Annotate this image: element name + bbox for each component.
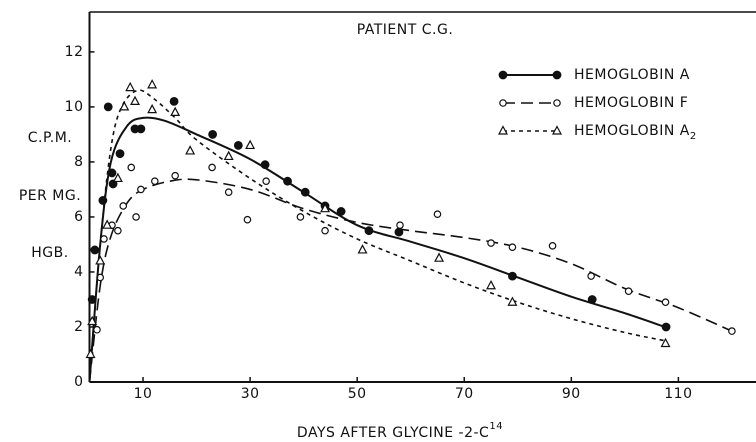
marker — [661, 298, 670, 307]
marker — [224, 188, 233, 196]
x-axis-label-main: DAYS AFTER GLYCINE -2-C — [297, 425, 489, 441]
marker — [169, 97, 179, 106]
marker — [508, 243, 517, 252]
marker — [127, 163, 136, 172]
marker — [624, 287, 633, 296]
marker — [112, 172, 123, 183]
legend-label-sub: 2 — [690, 131, 697, 142]
marker — [296, 213, 305, 221]
marker — [507, 296, 518, 306]
marker — [728, 327, 736, 335]
y-axis-label: HGB. — [31, 245, 68, 261]
x-tick-label: 50 — [348, 386, 367, 402]
marker — [433, 210, 442, 218]
marker — [498, 125, 508, 135]
y-tick-label: 0 — [74, 374, 83, 390]
marker — [321, 226, 329, 235]
legend-label: HEMOGLOBIN F — [574, 95, 688, 111]
marker — [260, 160, 270, 170]
y-tick-label: 10 — [65, 99, 84, 115]
marker — [283, 176, 292, 186]
marker — [147, 79, 158, 89]
legend-label: HEMOGLOBIN A — [574, 67, 690, 83]
marker — [85, 348, 96, 359]
marker — [125, 81, 136, 92]
marker — [108, 179, 118, 189]
marker — [396, 221, 404, 229]
marker — [320, 202, 331, 213]
marker — [114, 226, 122, 235]
marker — [171, 171, 179, 180]
marker — [185, 145, 196, 155]
marker — [119, 101, 130, 111]
marker — [208, 163, 216, 172]
marker — [223, 150, 234, 161]
marker — [90, 245, 100, 255]
x-axis-label-sup: 14 — [489, 421, 503, 432]
marker — [587, 295, 597, 304]
marker — [552, 70, 562, 80]
marker — [132, 213, 140, 221]
x-tick-label: 70 — [455, 386, 474, 402]
marker — [119, 202, 128, 210]
marker — [499, 99, 507, 107]
marker — [245, 139, 256, 150]
marker — [130, 95, 141, 106]
y-tick-label: 4 — [74, 264, 83, 280]
fit-curve — [88, 116, 666, 383]
x-tick-label: 30 — [241, 386, 260, 402]
marker — [115, 149, 125, 159]
marker — [100, 235, 108, 243]
fit-curve — [88, 89, 666, 383]
marker — [208, 130, 218, 139]
marker — [233, 141, 243, 150]
marker — [498, 70, 508, 80]
marker — [553, 99, 561, 107]
marker — [552, 125, 562, 135]
marker — [87, 315, 98, 326]
legend-label-name: HEMOGLOBIN A — [574, 67, 690, 83]
marker — [300, 187, 310, 197]
marker — [102, 219, 113, 229]
marker — [262, 177, 270, 185]
marker — [93, 325, 101, 334]
x-tick-label: 10 — [134, 386, 153, 402]
marker — [103, 102, 113, 112]
marker — [107, 168, 117, 178]
marker — [95, 255, 106, 265]
marker — [548, 242, 557, 250]
legend-label-name: HEMOGLOBIN A — [574, 123, 690, 139]
y-axis-label: PER MG. — [19, 188, 81, 204]
marker — [487, 239, 495, 247]
marker — [357, 244, 368, 254]
marker — [151, 177, 159, 185]
y-tick-label: 2 — [74, 319, 83, 335]
marker — [170, 106, 181, 117]
x-axis-label: DAYS AFTER GLYCINE -2-C14 — [297, 421, 503, 441]
fit-curve — [88, 178, 733, 383]
marker — [486, 279, 497, 290]
x-tick-label: 90 — [562, 386, 581, 402]
marker — [87, 295, 97, 304]
legend-label: HEMOGLOBIN A2 — [574, 123, 697, 142]
marker — [336, 207, 346, 216]
marker — [136, 124, 146, 134]
marker — [147, 103, 158, 114]
marker — [364, 226, 374, 236]
marker — [137, 185, 145, 194]
marker — [243, 215, 252, 224]
marker — [434, 252, 445, 262]
marker — [661, 322, 671, 332]
y-tick-label: 8 — [74, 154, 83, 170]
marker — [508, 271, 517, 281]
marker — [587, 272, 595, 280]
x-tick-label: 110 — [664, 386, 692, 402]
marker — [660, 337, 671, 348]
y-axis-label: C.P.M. — [28, 130, 72, 146]
y-tick-label: 12 — [65, 44, 84, 60]
legend-label-name: HEMOGLOBIN F — [574, 95, 688, 111]
chart-title: PATIENT C.G. — [357, 22, 454, 38]
y-tick-label: 6 — [74, 209, 83, 225]
